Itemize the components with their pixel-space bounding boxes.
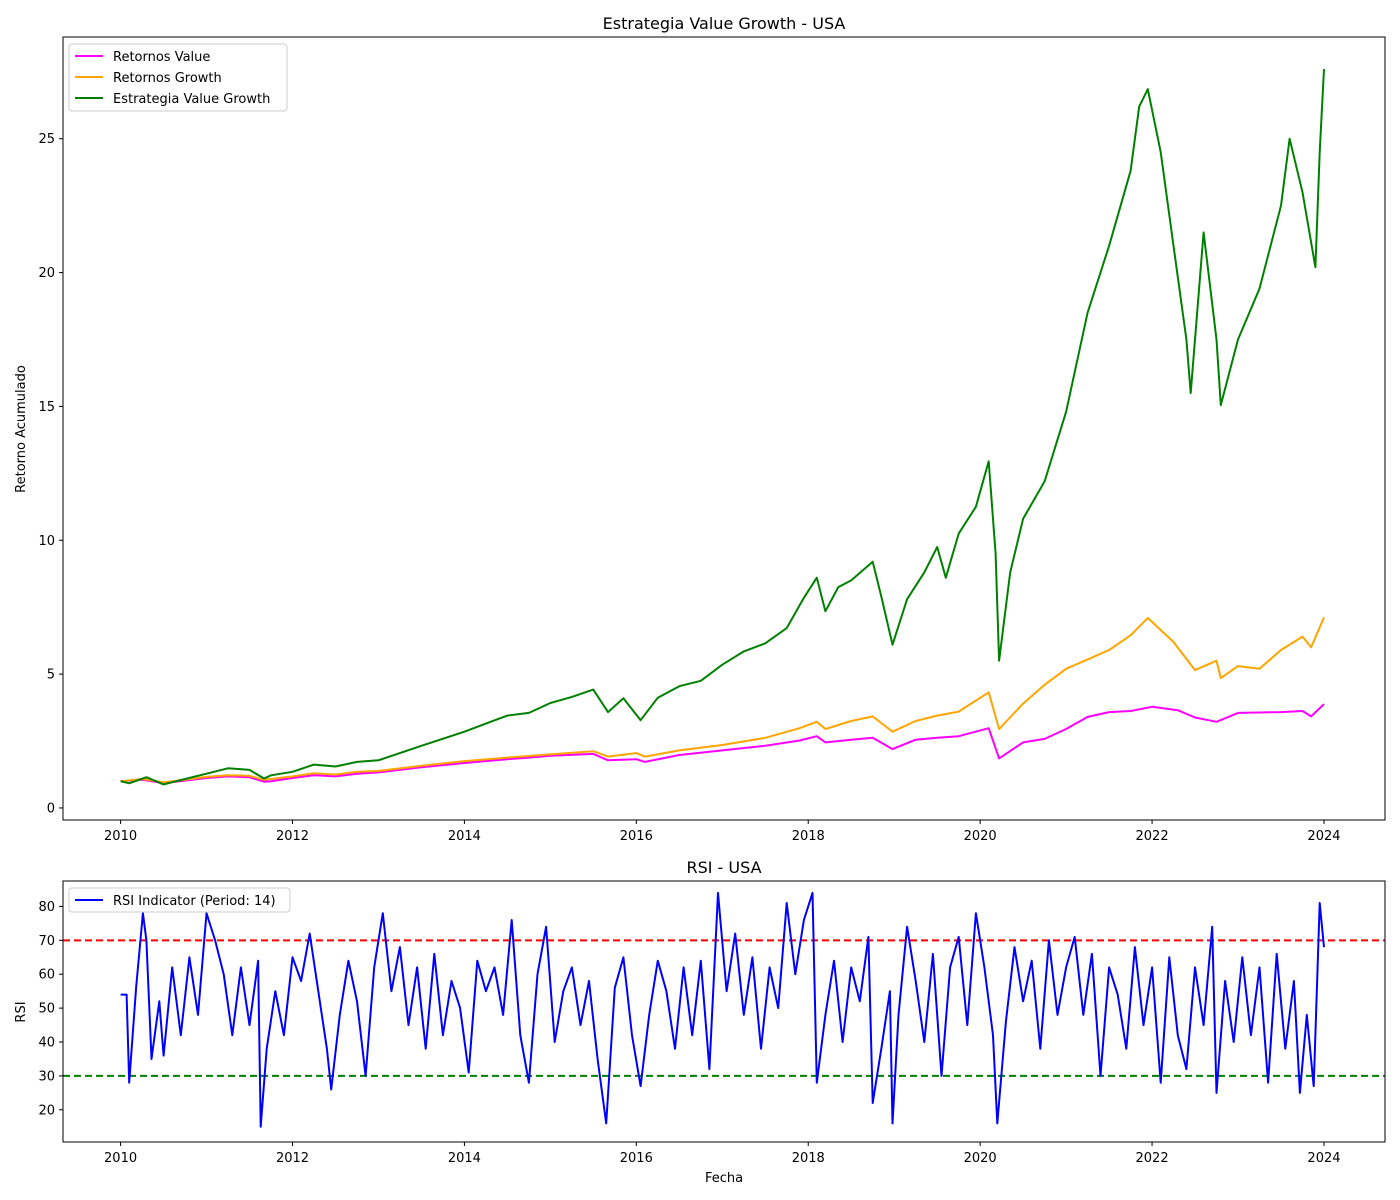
- x-tick-label: 2020: [964, 1151, 997, 1166]
- axes-frame: [62, 880, 1386, 1143]
- y-tick-label: 40: [38, 1036, 55, 1051]
- plot-area-rsi: 2010 2012 2014 2016 2018 2020 2022 2024 20 30 40 50…: [38, 891, 1385, 1166]
- x-tick-label: 2016: [620, 1151, 653, 1166]
- x-tick-label: 2018: [792, 829, 825, 844]
- x-tick-label: 2020: [964, 829, 997, 844]
- legend-label-growth: Retornos Growth: [113, 71, 222, 86]
- x-tick-label: 2010: [104, 829, 137, 844]
- chart-returns: Estrategia Value Growth - USA 2010 2012 20…: [14, 14, 1386, 844]
- y-tick-label: 50: [38, 1002, 55, 1017]
- x-tick-label: 2012: [276, 829, 309, 844]
- x-tick-label: 2024: [1307, 1151, 1340, 1166]
- y-tick-label: 20: [38, 266, 55, 281]
- chart-rsi: RSI - USA 2010 2012 2014 2016 2018 2020 2022 20…: [14, 858, 1386, 1186]
- legend-box: [68, 43, 288, 112]
- y-tick-label: 5: [47, 668, 55, 683]
- x-tick-label: 2024: [1307, 829, 1340, 844]
- y-tick-label: 80: [38, 900, 55, 915]
- y-tick-label: 25: [38, 132, 55, 147]
- series-line-0: [120, 703, 1325, 785]
- y-axis-label: Retorno Acumulado: [14, 365, 29, 493]
- y-tick-label: 30: [38, 1069, 55, 1084]
- x-tick-label: 2010: [104, 1151, 137, 1166]
- plot-area-returns: 2010 2012 2014 2016 2018 2020 2022 2024 0 5 10 15 20…: [38, 69, 1341, 844]
- y-tick-label: 0: [47, 801, 55, 816]
- x-tick-label: 2016: [620, 829, 653, 844]
- x-tick-label: 2022: [1136, 1151, 1169, 1166]
- x-tick-label: 2012: [276, 1151, 309, 1166]
- series-line-0: [120, 891, 1325, 1128]
- y-tick-label: 15: [38, 400, 55, 415]
- y-tick-label: 20: [38, 1103, 55, 1118]
- legend-label-value: Retornos Value: [113, 50, 210, 65]
- series-line-2: [120, 69, 1325, 786]
- y-axis-label: RSI: [14, 1001, 29, 1022]
- legend: RSI Indicator (Period: 14): [68, 887, 291, 913]
- legend-label-rsi: RSI Indicator (Period: 14): [113, 894, 276, 909]
- series-line-1: [120, 616, 1325, 784]
- y-tick-label: 70: [38, 934, 55, 949]
- y-tick-label: 60: [38, 968, 55, 983]
- chart-title: RSI - USA: [686, 858, 761, 877]
- axes-frame: [62, 36, 1386, 821]
- x-axis-label: Fecha: [705, 1171, 743, 1186]
- chart-title: Estrategia Value Growth - USA: [603, 14, 846, 33]
- x-tick-label: 2014: [448, 829, 481, 844]
- x-tick-label: 2018: [792, 1151, 825, 1166]
- x-tick-label: 2014: [448, 1151, 481, 1166]
- legend-box: [68, 887, 291, 913]
- legend: Retornos Value Retornos Growth Estrategi…: [68, 43, 288, 112]
- legend-label-strategy: Estrategia Value Growth: [113, 92, 270, 107]
- y-tick-label: 10: [38, 534, 55, 549]
- x-tick-label: 2022: [1136, 829, 1169, 844]
